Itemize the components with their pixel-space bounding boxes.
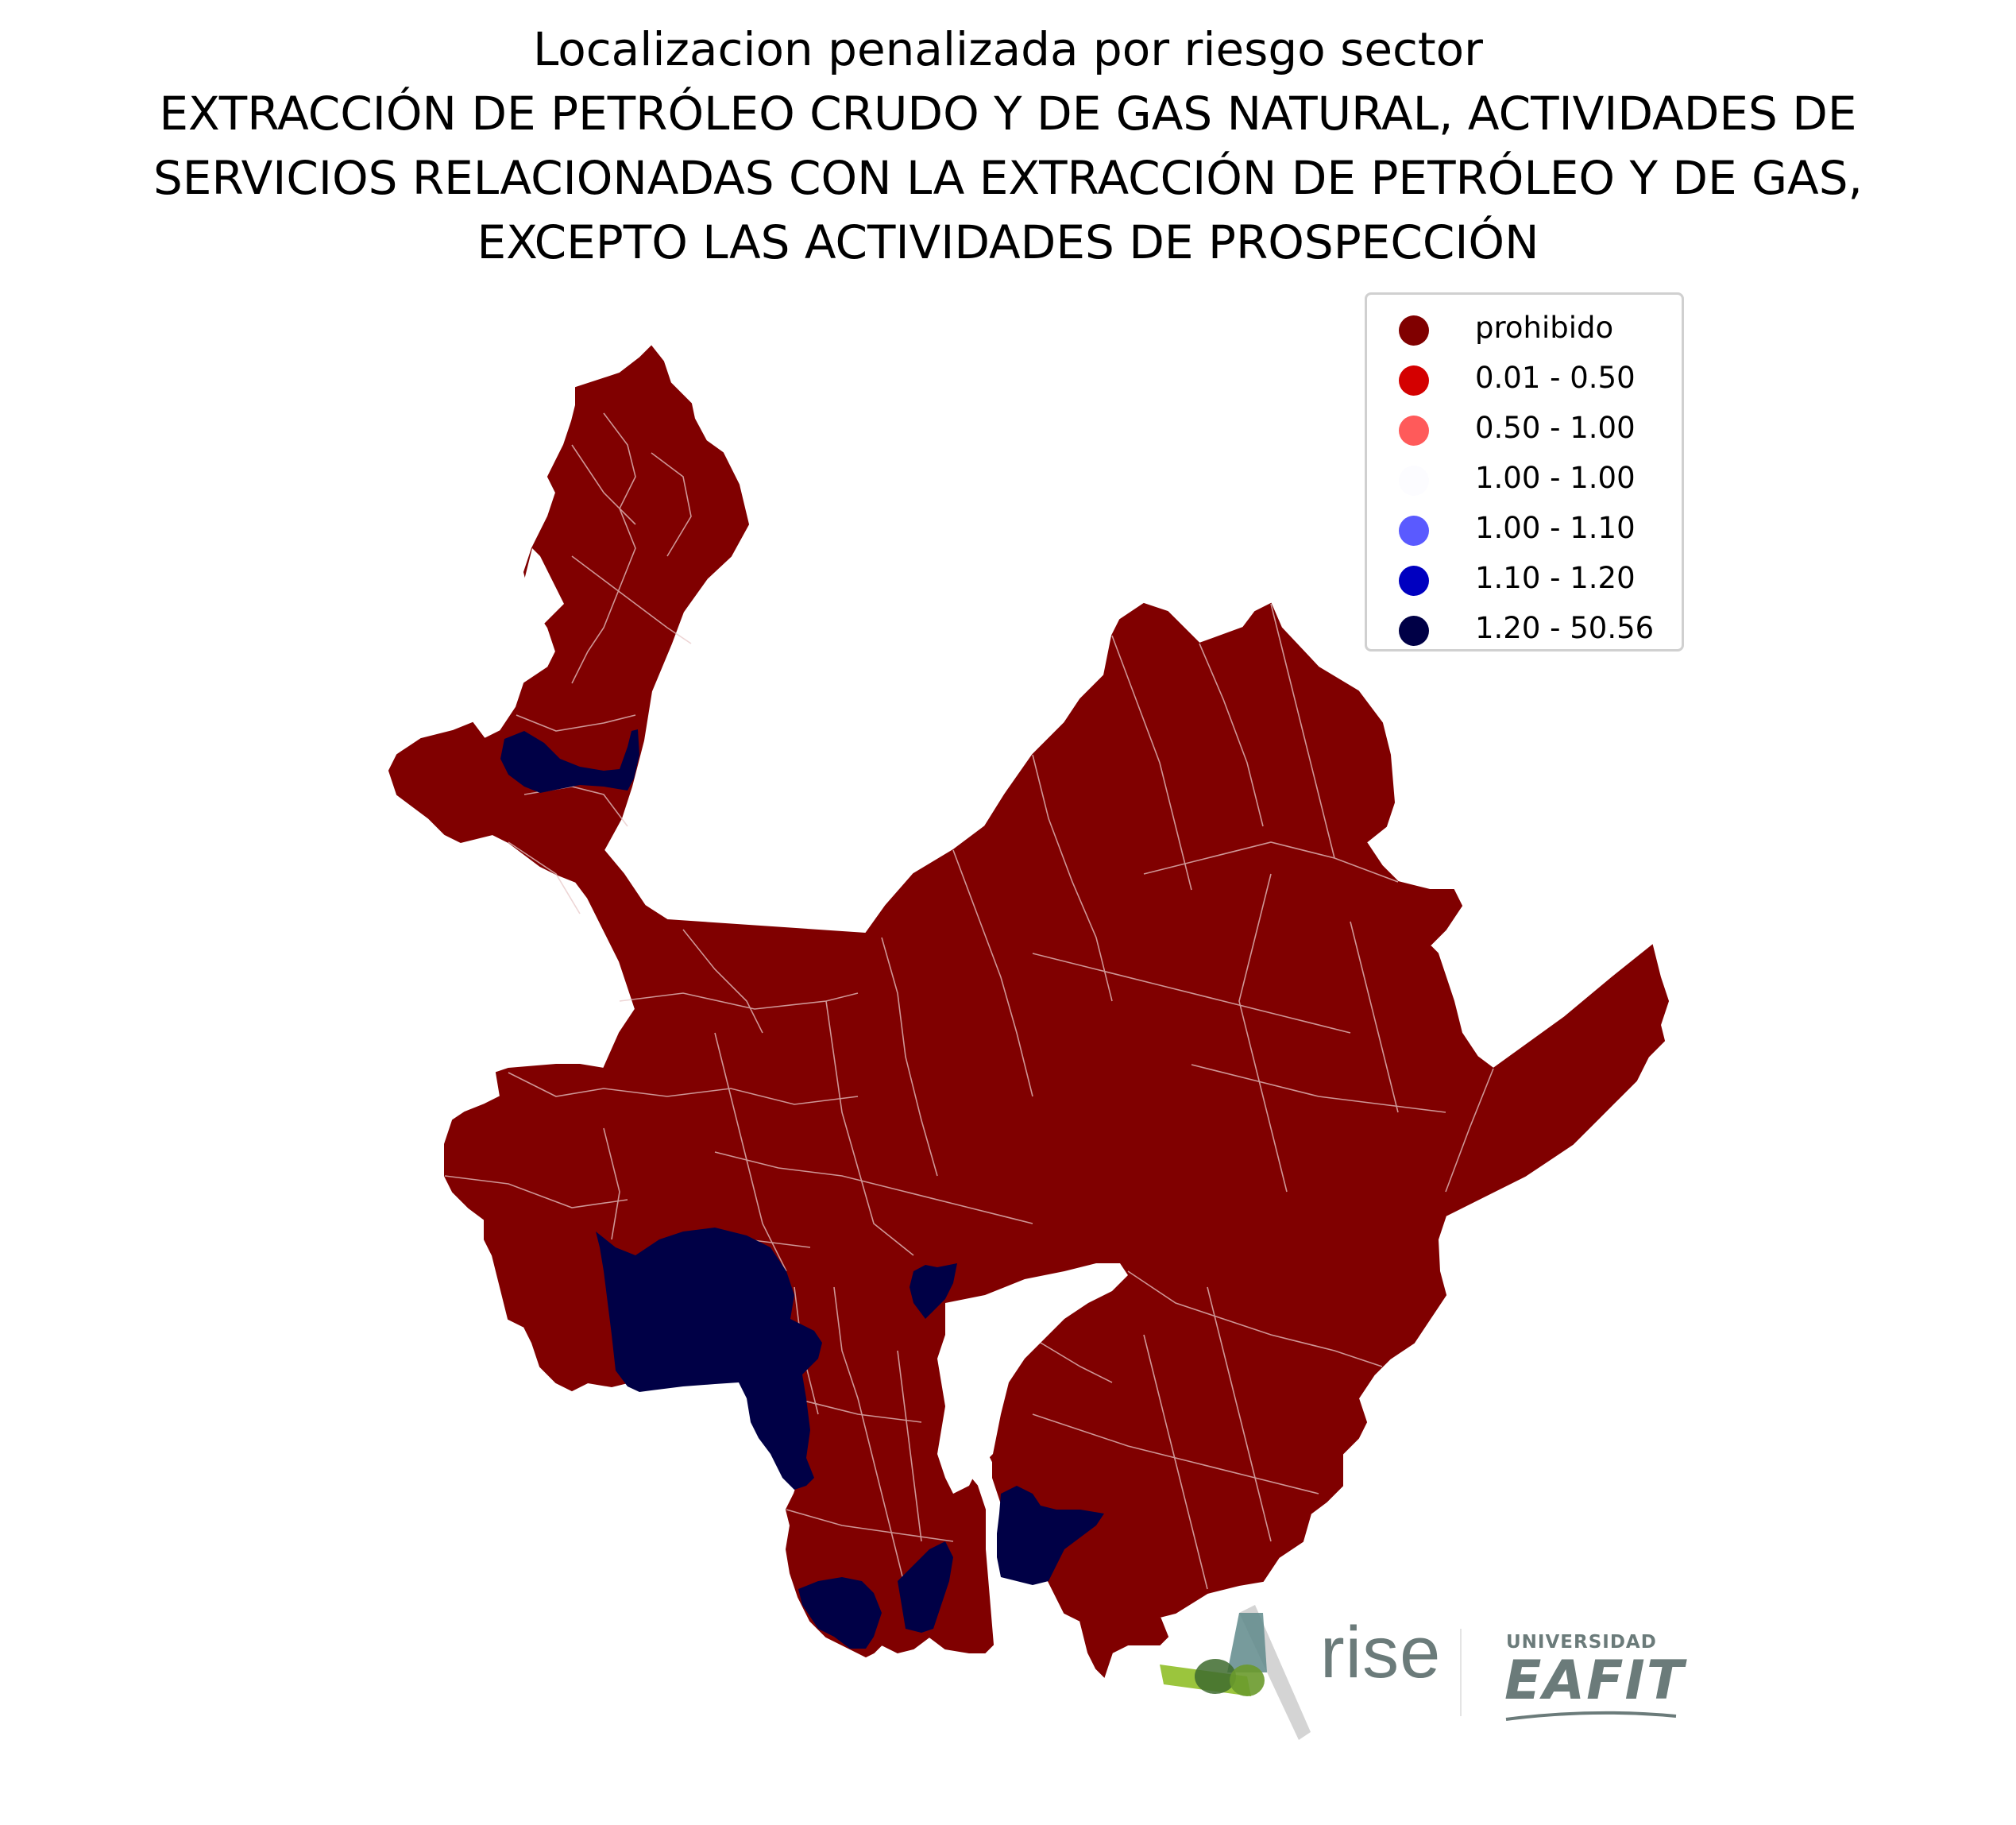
legend-item: 1.00 - 1.10	[1367, 505, 1682, 555]
legend-swatch	[1399, 466, 1429, 496]
title-line-3: SERVICIOS RELACIONADAS CON LA EXTRACCIÓN…	[153, 151, 1863, 205]
title-line-4: EXCEPTO LAS ACTIVIDADES DE PROSPECCIÓN	[477, 215, 1539, 269]
rise-wordmark: rise	[1320, 1612, 1442, 1693]
eafit-swoosh-icon	[1505, 1711, 1677, 1721]
logo-divider	[1460, 1629, 1462, 1716]
legend-item: 0.01 - 0.50	[1367, 354, 1682, 404]
legend-swatch	[1399, 616, 1429, 646]
legend-item: 0.50 - 1.00	[1367, 404, 1682, 454]
region-south-central	[898, 1541, 953, 1633]
legend-item: 1.20 - 50.56	[1367, 605, 1682, 655]
legend-label: 1.20 - 50.56	[1475, 611, 1655, 645]
eafit-wordmark: EAFIT	[1504, 1649, 1686, 1712]
title-line-2: EXTRACCIÓN DE PETRÓLEO CRUDO Y DE GAS NA…	[159, 87, 1857, 141]
legend-label: 0.01 - 0.50	[1475, 361, 1636, 395]
legend-label: 0.50 - 1.00	[1475, 411, 1636, 445]
municipal-boundaries	[444, 412, 1494, 1590]
legend-item: 1.10 - 1.20	[1367, 555, 1682, 605]
rise-logo-icon	[1160, 1605, 1311, 1740]
region-west-central	[596, 1228, 822, 1490]
legend-swatch	[1399, 416, 1429, 446]
map-title: Localizacion penalizada por riesgo secto…	[0, 17, 2016, 275]
region-north-gulf	[500, 729, 639, 793]
highlighted-regions	[500, 729, 1104, 1649]
gulf-area	[465, 548, 564, 715]
legend-label: 1.10 - 1.20	[1475, 561, 1636, 595]
legend-swatch	[1399, 566, 1429, 596]
region-south-east	[997, 1486, 1104, 1585]
legend-swatch-prohibido	[1399, 315, 1429, 346]
excluded-area	[937, 1263, 1128, 1494]
region-central-small	[910, 1263, 957, 1319]
region-south-west	[798, 1577, 882, 1649]
eafit-university-label: UNIVERSIDAD	[1506, 1632, 1657, 1653]
map-legend: prohibido 0.01 - 0.50 0.50 - 1.00 1.00 -…	[1365, 292, 1684, 652]
legend-swatch	[1399, 365, 1429, 396]
legend-label: prohibido	[1475, 311, 1614, 345]
legend-swatch	[1399, 516, 1429, 546]
legend-item: prohibido	[1367, 304, 1682, 354]
legend-item: 1.00 - 1.00	[1367, 454, 1682, 505]
legend-label: 1.00 - 1.00	[1475, 461, 1636, 495]
legend-label: 1.00 - 1.10	[1475, 511, 1636, 545]
title-line-1: Localizacion penalizada por riesgo secto…	[533, 22, 1483, 76]
logos-footer: rise UNIVERSIDAD EAFIT	[1152, 1597, 1708, 1756]
